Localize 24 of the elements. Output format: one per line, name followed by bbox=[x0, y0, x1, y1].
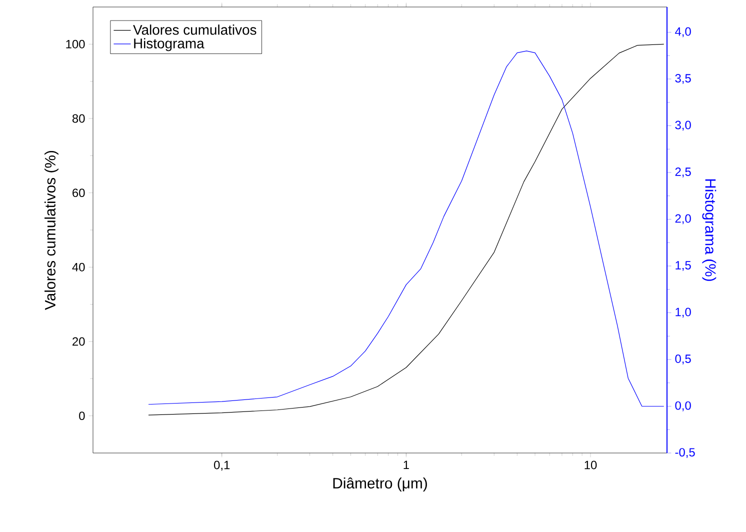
legend-label: Valores cumulativos bbox=[133, 24, 256, 35]
y2-tick-label: -0,5 bbox=[675, 448, 695, 458]
y2-axis-title: Histograma (%) bbox=[702, 179, 716, 281]
x-tick-label: 0,1 bbox=[214, 460, 230, 471]
legend-label: Histograma bbox=[134, 38, 204, 52]
y2-tick-label: 1,5 bbox=[676, 261, 691, 271]
x-tick-label: 10 bbox=[584, 460, 597, 470]
y-tick-label: 80 bbox=[72, 114, 85, 123]
y2-tick-label: 1,0 bbox=[676, 308, 691, 318]
x-tick-label: 1 bbox=[404, 460, 409, 469]
y2-tick-label: 3,0 bbox=[675, 120, 691, 131]
y2-tick-label: 2,5 bbox=[675, 168, 691, 178]
y2-tick-label: 0,5 bbox=[675, 354, 691, 364]
x-axis-title: Diâmetro (μm) bbox=[333, 477, 427, 492]
y-tick-label: 0 bbox=[79, 412, 85, 420]
y2-tick-label: 3,5 bbox=[675, 74, 691, 84]
y2-tick-label: 4,0 bbox=[675, 27, 691, 38]
y-axis-title: Valores cumulativos (%) bbox=[44, 150, 58, 310]
y2-tick-label: 0,0 bbox=[675, 401, 691, 412]
y-tick-label: 100 bbox=[66, 40, 85, 48]
y-tick-label: 40 bbox=[72, 262, 85, 272]
y-tick-label: 60 bbox=[72, 188, 85, 198]
y-tick-label: 20 bbox=[72, 337, 85, 346]
y2-tick-label: 2,0 bbox=[675, 214, 691, 224]
